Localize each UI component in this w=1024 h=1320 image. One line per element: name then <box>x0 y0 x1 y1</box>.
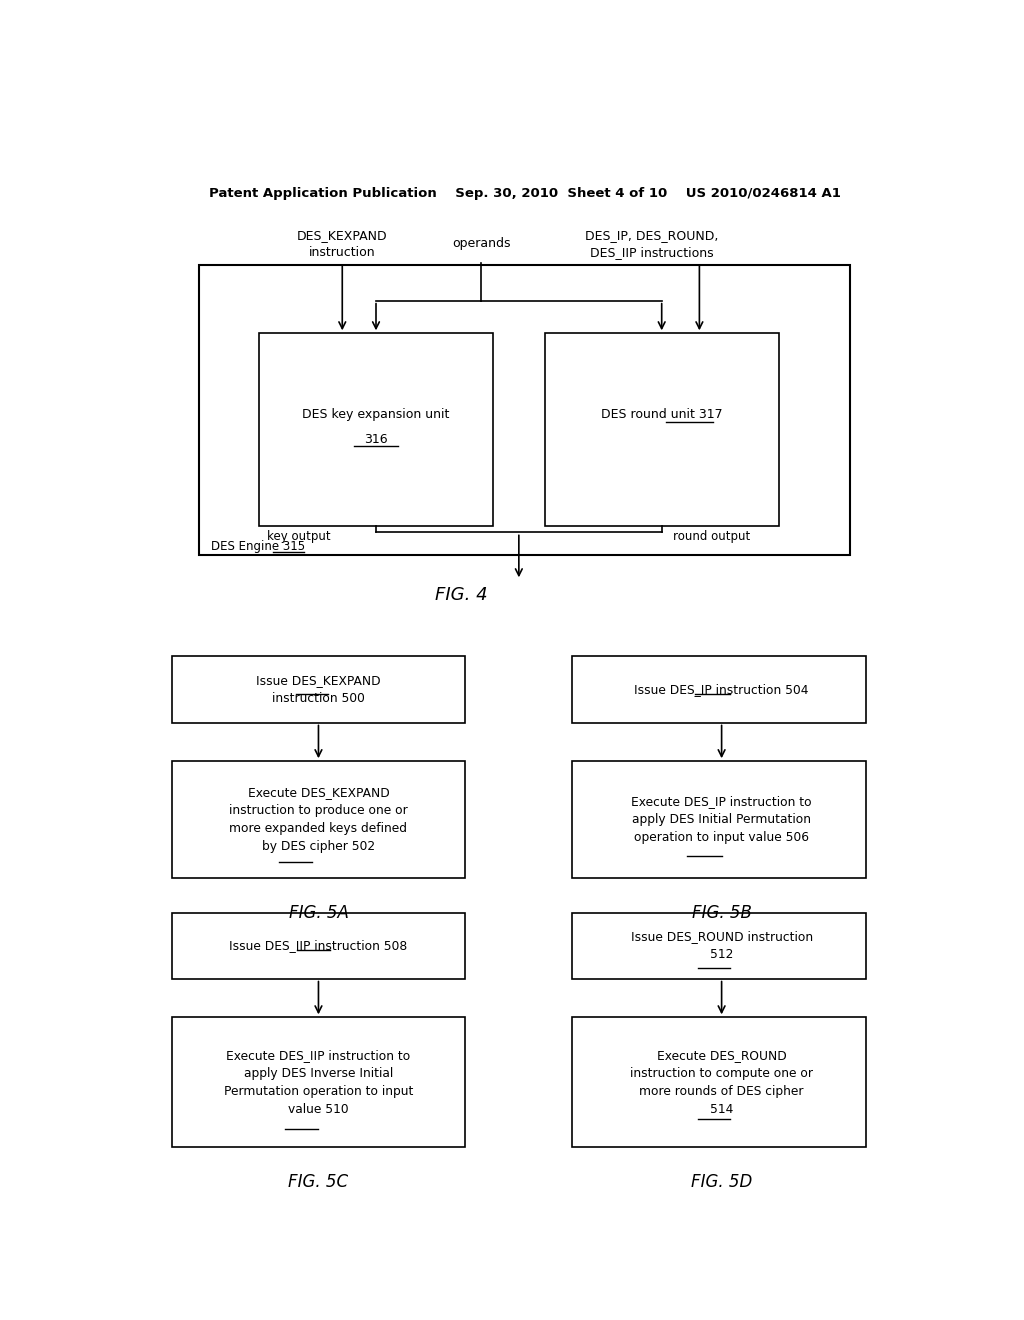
Text: DES round unit 317: DES round unit 317 <box>601 408 723 421</box>
Text: instruction: instruction <box>309 247 376 260</box>
Text: Execute DES_IIP instruction to
apply DES Inverse Initial
Permutation operation t: Execute DES_IIP instruction to apply DES… <box>224 1049 413 1115</box>
Text: FIG. 5A: FIG. 5A <box>289 904 348 921</box>
FancyBboxPatch shape <box>200 265 850 554</box>
FancyBboxPatch shape <box>572 656 866 722</box>
Text: Execute DES_IP instruction to
apply DES Initial Permutation
operation to input v: Execute DES_IP instruction to apply DES … <box>632 795 812 843</box>
FancyBboxPatch shape <box>572 762 866 878</box>
Text: DES_IP, DES_ROUND,: DES_IP, DES_ROUND, <box>585 230 719 242</box>
FancyBboxPatch shape <box>572 912 866 978</box>
Text: Issue DES_IP instruction 504: Issue DES_IP instruction 504 <box>634 682 809 696</box>
Text: FIG. 5B: FIG. 5B <box>691 904 752 921</box>
Text: Issue DES_IIP instruction 508: Issue DES_IIP instruction 508 <box>229 939 408 952</box>
Text: Issue DES_ROUND instruction
512: Issue DES_ROUND instruction 512 <box>631 931 813 961</box>
FancyBboxPatch shape <box>572 1018 866 1147</box>
Text: DES_IIP instructions: DES_IIP instructions <box>590 247 714 260</box>
FancyBboxPatch shape <box>172 912 465 978</box>
FancyBboxPatch shape <box>259 333 494 527</box>
Text: key output: key output <box>267 531 331 543</box>
FancyBboxPatch shape <box>172 1018 465 1147</box>
Text: operands: operands <box>452 238 510 251</box>
Text: Execute DES_KEXPAND
instruction to produce one or
more expanded keys defined
by : Execute DES_KEXPAND instruction to produ… <box>229 787 408 853</box>
Text: Execute DES_ROUND
instruction to compute one or
more rounds of DES cipher
514: Execute DES_ROUND instruction to compute… <box>630 1049 813 1115</box>
Text: round output: round output <box>673 531 750 543</box>
Text: DES_KEXPAND: DES_KEXPAND <box>297 230 388 242</box>
FancyBboxPatch shape <box>172 762 465 878</box>
Text: FIG. 5D: FIG. 5D <box>691 1173 753 1191</box>
Text: DES Engine 315: DES Engine 315 <box>211 540 305 553</box>
Text: FIG. 4: FIG. 4 <box>435 586 487 605</box>
Text: DES key expansion unit: DES key expansion unit <box>302 408 450 421</box>
FancyBboxPatch shape <box>545 333 779 527</box>
Text: 316: 316 <box>365 433 388 446</box>
Text: FIG. 5C: FIG. 5C <box>289 1173 348 1191</box>
Text: Issue DES_KEXPAND
instruction 500: Issue DES_KEXPAND instruction 500 <box>256 675 381 705</box>
FancyBboxPatch shape <box>172 656 465 722</box>
Text: Patent Application Publication    Sep. 30, 2010  Sheet 4 of 10    US 2010/024681: Patent Application Publication Sep. 30, … <box>209 187 841 201</box>
